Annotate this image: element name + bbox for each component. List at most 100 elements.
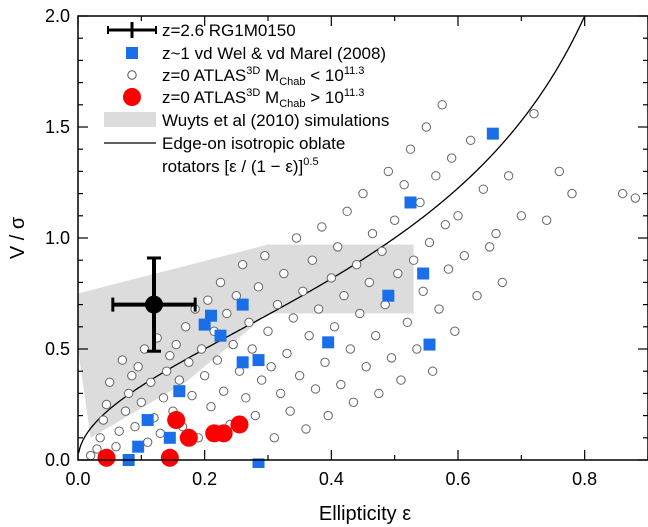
vdwel-point — [163, 431, 176, 444]
atlas-low-mass-point — [370, 330, 381, 341]
vdwel-point — [252, 458, 265, 468]
atlas-low-mass-point — [215, 277, 226, 288]
atlas-low-mass-point — [418, 286, 428, 296]
atlas-low-mass-point — [253, 282, 264, 292]
atlas-low-mass-point — [184, 357, 194, 368]
legend-label-wuyts: Wuyts et al (2010) simulations — [162, 111, 389, 130]
atlas-low-mass-point — [165, 350, 175, 361]
legend-text-part: z=0 ATLAS — [162, 88, 246, 107]
atlas-low-mass-point — [275, 388, 286, 399]
atlas-low-mass-point — [351, 259, 362, 270]
legend-text-part: 11.3 — [344, 87, 365, 99]
atlas-low-mass-point — [231, 291, 242, 301]
legend-text-part: M — [260, 88, 279, 107]
atlas-low-mass-point — [288, 313, 299, 323]
atlas-low-mass-point — [218, 386, 229, 396]
atlas-low-mass-point — [130, 422, 140, 432]
atlas-low-mass-point — [317, 222, 327, 232]
atlas-low-mass-point — [386, 353, 397, 363]
atlas-low-mass-point — [320, 357, 330, 368]
x-tick-label: 0.8 — [572, 469, 597, 489]
atlas-low-mass-point — [212, 355, 223, 365]
atlas-low-mass-point — [304, 330, 314, 341]
vdwel-point — [214, 329, 227, 342]
atlas-low-mass-point — [127, 370, 137, 381]
atlas-high-mass-layer — [97, 411, 249, 467]
vdwel-layer — [122, 127, 499, 468]
atlas-low-mass-point — [291, 233, 302, 243]
atlas-low-mass-point — [294, 370, 305, 381]
atlas-low-mass-point — [171, 339, 181, 350]
atlas-low-mass-point — [412, 344, 422, 354]
atlas-low-mass-point — [383, 166, 394, 177]
atlas-low-mass-point — [203, 295, 213, 305]
atlas-low-mass-point — [554, 166, 565, 177]
rg1m0150-point — [145, 295, 163, 314]
legend-text-part: Chab — [279, 76, 305, 88]
atlas-low-mass-point — [260, 251, 270, 261]
atlas-low-mass-point — [237, 259, 248, 270]
vdwel-point — [205, 309, 217, 322]
atlas-low-mass-point — [161, 366, 172, 376]
atlas-low-mass-point — [174, 375, 185, 385]
atlas-low-mass-point — [567, 188, 577, 199]
atlas-low-mass-point — [399, 180, 409, 190]
atlas-low-mass-point — [541, 215, 552, 225]
atlas-low-mass-point — [478, 184, 489, 194]
atlas-low-mass-point — [187, 390, 197, 401]
y-tick-label: 1.5 — [45, 117, 70, 137]
atlas-low-mass-point — [377, 246, 387, 257]
atlas-low-mass-point — [279, 268, 289, 279]
atlas-high-mass-point — [214, 424, 233, 443]
atlas-low-mass-point — [630, 193, 641, 203]
atlas-high-mass-point — [179, 428, 198, 447]
atlas-low-mass-point — [465, 135, 476, 146]
atlas-low-mass-point — [250, 410, 261, 421]
legend-text-part: 3D — [246, 65, 260, 77]
atlas-low-mass-point — [332, 242, 343, 252]
atlas-low-mass-point — [393, 268, 403, 279]
legend-text-part: M — [260, 66, 279, 85]
atlas-low-mass-point — [431, 171, 441, 181]
atlas-low-mass-point — [415, 197, 425, 208]
atlas-high-mass-point — [160, 448, 179, 467]
atlas-low-mass-point — [139, 344, 150, 354]
vdwel-point — [322, 336, 335, 349]
atlas-high-mass-point — [97, 448, 116, 467]
atlas-low-mass-point — [437, 100, 447, 110]
atlas-low-mass-point — [310, 384, 321, 394]
legend-text-part: < 10 — [306, 66, 344, 85]
x-axis-label: Ellipticity ε — [319, 503, 411, 525]
y-tick-label: 2.0 — [45, 6, 70, 26]
atlas-low-mass-point — [266, 362, 276, 372]
legend-text-part: > 10 — [306, 88, 344, 107]
atlas-low-mass-point — [111, 441, 121, 452]
y-tick-label: 1.0 — [45, 228, 70, 248]
atlas-low-mass-layer — [85, 100, 641, 461]
atlas-low-mass-point — [222, 308, 232, 319]
atlas-low-mass-point — [345, 344, 356, 354]
legend-text-part: 0.5 — [303, 156, 318, 168]
atlas-low-mass-point — [497, 277, 508, 288]
legend-text-part: z=2.6 RG1M0150 — [162, 21, 296, 40]
atlas-low-mass-point — [364, 277, 375, 288]
atlas-low-mass-point — [136, 397, 147, 407]
atlas-low-mass-point — [367, 228, 378, 239]
atlas-low-mass-point — [199, 370, 210, 381]
atlas-low-mass-point — [421, 122, 432, 132]
atlas-low-mass-point — [503, 171, 514, 181]
atlas-low-mass-point — [117, 355, 128, 365]
atlas-low-mass-point — [85, 450, 96, 461]
simulation-band-layer — [78, 244, 414, 438]
atlas-low-mass-point — [339, 291, 349, 301]
legend-label-edge-on-1: Edge-on isotropic oblate — [162, 134, 345, 153]
atlas-low-mass-point — [282, 348, 292, 359]
x-tick-label: 0.2 — [192, 469, 217, 489]
vdwel-point — [423, 338, 436, 351]
atlas-low-mass-point — [256, 375, 267, 385]
vdwel-point — [382, 289, 395, 302]
atlas-low-mass-point — [142, 437, 153, 447]
atlas-low-mass-point — [374, 388, 384, 399]
atlas-low-mass-point — [405, 144, 416, 154]
x-tick-label: 0.4 — [319, 469, 344, 489]
